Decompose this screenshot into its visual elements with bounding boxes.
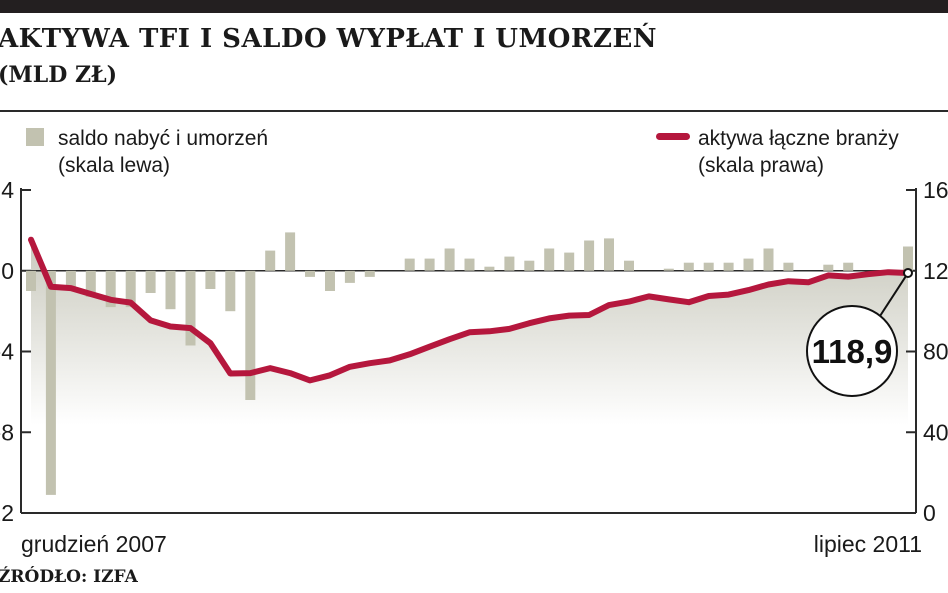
x-start-label: grudzień 2007 [21,531,167,557]
legend-line-label: aktywa łączne branży [698,127,899,150]
flow-bar [344,270,355,283]
flow-bar [105,270,116,308]
right-tick-label: 80 [923,339,948,365]
flow-bar [26,270,36,291]
assets-line [28,236,911,384]
right-axis-ticks: 160 120 80 40 0 [906,177,948,526]
left-tick-label: -4 [0,339,14,365]
chart-subtitle: (MLD ZŁ) [0,62,118,88]
flow-bar [823,264,834,271]
flow-bar [125,270,136,308]
flow-bar [484,266,495,271]
flow-bar [45,270,56,495]
flow-bar [504,256,515,271]
flow-bar [564,252,575,271]
source-note: ŹRÓDŁO: IZFA [0,567,138,587]
flow-bar [185,270,196,346]
legend-bar-swatch [26,128,44,146]
value-callout: 118,9 [806,267,913,397]
callout-connector [879,272,909,317]
legend-line-scale: (skala prawa) [698,154,825,177]
callout-value: 118,9 [812,333,893,370]
left-tick-label: -12 [0,500,14,526]
flow-bar [723,262,734,271]
flow-bar [65,270,76,287]
flow-bar [325,270,335,291]
flow-bar [783,262,794,271]
flow-bar [604,238,614,271]
right-tick-label: 120 [923,258,948,284]
flow-bar [225,270,236,312]
flow-bar [903,246,913,271]
legend-bars-label: saldo nabyć i umorzeń [58,127,269,150]
flow-bar [285,232,296,271]
chart-title: AKTYWA TFI I SALDO WYPŁAT I UMORZEŃ [0,24,658,54]
flow-bar [743,258,754,271]
flow-bar [145,270,156,293]
flow-bar [464,258,475,271]
flow-bar [85,270,96,297]
flow-bar [683,262,694,271]
flow-bar [245,270,256,400]
x-end-label: lipiec 2011 [814,531,922,557]
flow-bar [763,248,774,271]
flow-bar [843,262,854,271]
flow-bar [584,240,595,271]
left-tick-label: 4 [1,177,14,203]
right-tick-label: 40 [923,419,948,445]
left-axis-ticks: 4 0 -4 -8 -12 [0,177,31,526]
callout-circle [806,305,898,397]
flow-bar [703,262,714,271]
legend-bars: saldo nabyć i umorzeń (skala lewa) [58,125,268,179]
left-tick-label: 0 [1,258,14,284]
flow-bar [165,270,176,310]
header-rule [0,110,948,112]
flow-bar [424,258,435,271]
flow-bar [205,270,216,289]
right-tick-label: 0 [923,500,936,526]
right-tick-label: 160 [923,177,948,203]
legend-line-swatch [656,133,690,140]
flow-bar [444,248,455,271]
flow-bar [265,250,276,271]
top-bar [0,0,948,13]
flow-bar [524,260,535,271]
flow-bar [404,258,415,271]
legend-bars-scale: (skala lewa) [58,154,171,177]
legend-line: aktywa łączne branży (skala prawa) [698,125,899,179]
flow-bar [544,248,555,271]
flow-bar [364,270,375,277]
flow-bars [26,232,913,495]
left-tick-label: -8 [0,419,14,445]
flow-bar [305,270,315,277]
last-point-marker [903,267,913,278]
flow-bar [663,268,674,271]
flow-bar [624,260,634,271]
